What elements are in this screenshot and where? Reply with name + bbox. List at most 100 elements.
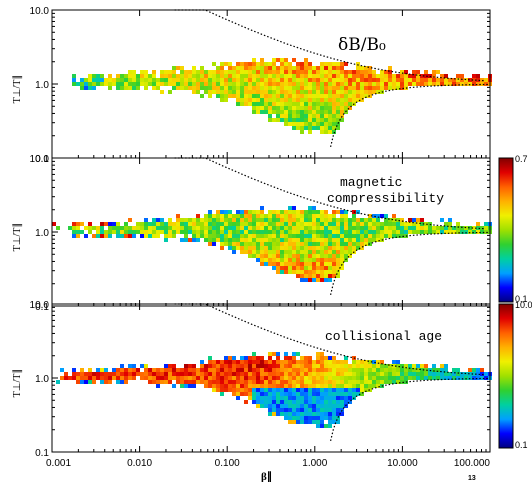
heatmap-cell (76, 226, 80, 230)
heatmap-cell (228, 218, 232, 222)
heatmap-cell (160, 90, 164, 94)
heatmap-cell (340, 254, 344, 258)
heatmap-cell (400, 368, 404, 372)
heatmap-cell (420, 364, 424, 368)
heatmap-cell (108, 376, 112, 380)
heatmap-cell (332, 238, 336, 242)
heatmap-cell (368, 74, 372, 78)
heatmap-cell (316, 420, 320, 424)
heatmap-cell (240, 392, 244, 396)
heatmap-cell (248, 98, 252, 102)
heatmap-cell (248, 82, 252, 86)
heatmap-cell (292, 206, 296, 210)
heatmap-cell (120, 78, 124, 82)
heatmap-cell (288, 420, 292, 424)
heatmap-cell (268, 352, 272, 356)
heatmap-cell (100, 372, 104, 376)
heatmap-cell (296, 210, 300, 214)
heatmap-cell (296, 114, 300, 118)
heatmap-cell (136, 226, 140, 230)
heatmap-cell (224, 380, 228, 384)
heatmap-cell (228, 242, 232, 246)
heatmap-cell (320, 368, 324, 372)
heatmap-cell (276, 376, 280, 380)
heatmap-cell (292, 388, 296, 392)
heatmap-cell (312, 74, 316, 78)
heatmap-cell (316, 110, 320, 114)
heatmap-cell (196, 90, 200, 94)
heatmap-cell (332, 246, 336, 250)
heatmap-cell (208, 234, 212, 238)
heatmap-cell (460, 372, 464, 376)
heatmap-cell (376, 226, 380, 230)
heatmap-cell (148, 226, 152, 230)
heatmap-cell (340, 360, 344, 364)
heatmap-cell (316, 222, 320, 226)
heatmap-cell (164, 78, 168, 82)
heatmap-cell (368, 384, 372, 388)
heatmap-cell (376, 364, 380, 368)
heatmap-cell (96, 230, 100, 234)
heatmap-cell (372, 78, 376, 82)
heatmap-cell (332, 78, 336, 82)
heatmap-cell (160, 74, 164, 78)
heatmap-cell (288, 82, 292, 86)
heatmap-cell (324, 62, 328, 66)
heatmap-cell (328, 408, 332, 412)
heatmap-cell (264, 368, 268, 372)
heatmap-cell (280, 400, 284, 404)
heatmap-cell (256, 218, 260, 222)
heatmap-cell (400, 364, 404, 368)
heatmap-cell (128, 372, 132, 376)
heatmap-cell (300, 250, 304, 254)
heatmap-cell (232, 372, 236, 376)
heatmap-cell (308, 380, 312, 384)
heatmap-cell (320, 114, 324, 118)
heatmap-cell (272, 110, 276, 114)
y-tick-label: 10.0 (30, 6, 50, 17)
heatmap-cell (316, 86, 320, 90)
heatmap-cell (140, 364, 144, 368)
heatmap-cell (312, 274, 316, 278)
heatmap-cell (268, 262, 272, 266)
heatmap-cell (288, 118, 292, 122)
heatmap-cell (348, 94, 352, 98)
heatmap-cell (276, 106, 280, 110)
heatmap-cell (360, 388, 364, 392)
heatmap-cell (244, 70, 248, 74)
heatmap-cell (404, 364, 408, 368)
heatmap-cell (272, 118, 276, 122)
heatmap-cell (320, 388, 324, 392)
heatmap-cell (236, 210, 240, 214)
heatmap-cell (372, 90, 376, 94)
heatmap-cell (288, 210, 292, 214)
heatmap-cell (320, 110, 324, 114)
heatmap-cell (156, 368, 160, 372)
heatmap-cell (304, 74, 308, 78)
heatmap-cell (236, 368, 240, 372)
heatmap-cell (300, 62, 304, 66)
heatmap-cell (244, 90, 248, 94)
heatmap-cell (248, 70, 252, 74)
heatmap-cell (316, 376, 320, 380)
heatmap-cell (292, 392, 296, 396)
heatmap-cell (204, 376, 208, 380)
heatmap-cell (384, 372, 388, 376)
heatmap-cell (336, 364, 340, 368)
heatmap-cell (324, 218, 328, 222)
heatmap-cell (100, 82, 104, 86)
heatmap-cell (280, 74, 284, 78)
heatmap-cell (304, 412, 308, 416)
heatmap-cell (204, 78, 208, 82)
heatmap-cell (340, 266, 344, 270)
heatmap-cell (280, 66, 284, 70)
heatmap-cell (340, 242, 344, 246)
heatmap-cell (280, 106, 284, 110)
heatmap-cell (220, 210, 224, 214)
heatmap-cell (304, 118, 308, 122)
heatmap-cell (356, 226, 360, 230)
heatmap-cell (296, 246, 300, 250)
heatmap-cell (240, 234, 244, 238)
heatmap-cell (260, 226, 264, 230)
heatmap-cell (284, 234, 288, 238)
